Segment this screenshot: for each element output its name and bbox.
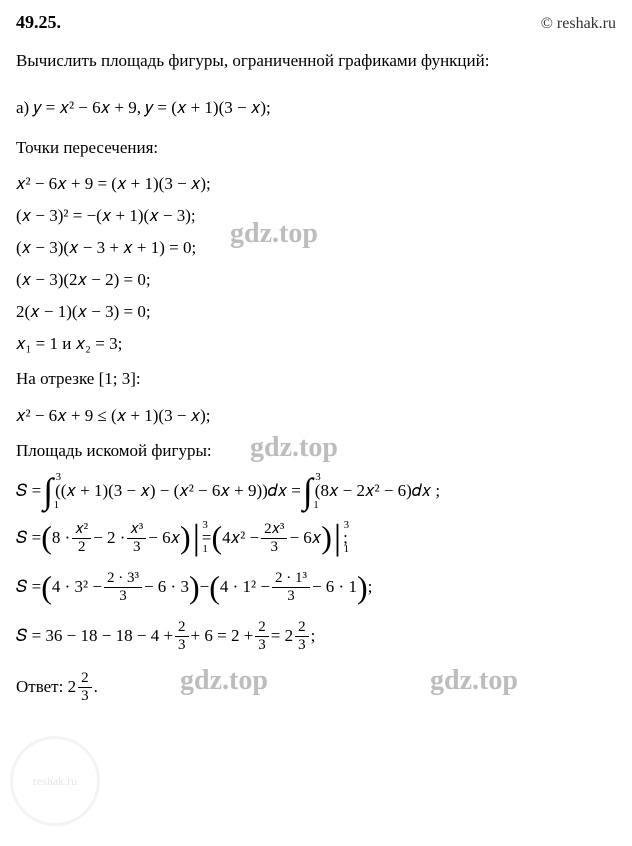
frac-23c: 2 3 (295, 619, 309, 654)
s2-minus: − 2 · (93, 528, 125, 548)
s2-minus6x2: − 6𝑥 (289, 528, 321, 548)
area-label: Площадь искомой фигуры: (16, 438, 616, 464)
copyright: © reshak.ru (541, 15, 616, 33)
eval-bar2: | 3 1 (334, 523, 341, 552)
task-text: Вычислить площадь фигуры, ограниченной г… (16, 51, 616, 71)
header: 49.25. © reshak.ru (16, 12, 616, 33)
answer-label: Ответ: 2 (16, 677, 76, 697)
s3-t3: 4 · 1² − (220, 577, 270, 597)
paren-close2: ) (321, 525, 332, 551)
s2-term1: 8 · (52, 528, 70, 548)
s-line-2: 𝑆 = ( 8 · 𝑥² 2 − 2 · 𝑥³ 3 − 6𝑥 ) | 3 1 =… (16, 520, 616, 556)
frac-2x3-3: 2𝑥³ 3 (261, 520, 287, 556)
roots: 𝑥₁ = 1 и 𝑥₂ = 3; (16, 334, 616, 354)
s-eq: 𝑆 = (16, 481, 41, 501)
part-a: a) 𝑦 = 𝑥² − 6𝑥 + 9, 𝑦 = (𝑥 + 1)(3 − 𝑥); (16, 95, 616, 121)
problem-number: 49.25. (16, 12, 61, 33)
paren-close: ) (180, 525, 191, 551)
frac-233: 2 · 3³ 3 (104, 570, 142, 605)
paren-close3: ) (189, 575, 200, 601)
frac-23b: 2 3 (255, 619, 269, 654)
paren-open2: ( (212, 525, 223, 551)
paren-open4: ( (209, 575, 220, 601)
eval-bar: | 3 1 (193, 523, 200, 552)
s4-mid1: + 6 = 2 + (191, 626, 254, 646)
integral-line-1: 𝑆 = ∫ 3 1 ((𝑥 + 1)(3 − 𝑥) − (𝑥² − 6𝑥 + 9… (16, 477, 616, 506)
eq3: (𝑥 − 3)(𝑥 − 3 + 𝑥 + 1) = 0; (16, 238, 616, 258)
inequality: 𝑥² − 6𝑥 + 9 ≤ (𝑥 + 1)(3 − 𝑥); (16, 406, 616, 426)
frac-answer: 2 3 (78, 670, 92, 705)
eq5: 2(𝑥 − 1)(𝑥 − 3) = 0; (16, 302, 616, 322)
circle-watermark: reshak.ru (10, 736, 100, 826)
s2-4x2: 4𝑥² − (222, 528, 259, 548)
intersection-label: Точки пересечения: (16, 135, 616, 161)
integrand-2: (8𝑥 − 2𝑥² − 6)𝑑𝑥 ; (315, 481, 440, 501)
s3-t2: − 6 · 3 (144, 577, 189, 597)
s4-mid2: = 2 (271, 626, 293, 646)
s3-minus: − (200, 577, 210, 597)
frac-x3-3: 𝑥³ 3 (127, 520, 146, 556)
s3-pre: 𝑆 = (16, 577, 41, 597)
s3-t4: − 6 · 1 (312, 577, 357, 597)
s2-pre: 𝑆 = (16, 528, 41, 548)
s2-minus6x: − 6𝑥 (148, 528, 180, 548)
answer-end: . (94, 677, 98, 697)
s3-end: ; (368, 577, 373, 597)
eq2: (𝑥 − 3)² = −(𝑥 + 1)(𝑥 − 3); (16, 206, 616, 226)
s-line-3: 𝑆 = ( 4 · 3² − 2 · 3³ 3 − 6 · 3 ) − ( 4 … (16, 570, 616, 605)
paren-close4: ) (357, 575, 368, 601)
paren-open: ( (41, 525, 52, 551)
frac-213: 2 · 1³ 3 (272, 570, 310, 605)
answer: Ответ: 2 2 3 . (16, 670, 616, 705)
frac-x2-2: 𝑥² 2 (72, 520, 91, 556)
s4-pre: 𝑆 = 36 − 18 − 18 − 4 + (16, 626, 173, 646)
integrand-1: ((𝑥 + 1)(3 − 𝑥) − (𝑥² − 6𝑥 + 9))𝑑𝑥 = (55, 481, 301, 501)
eq1: 𝑥² − 6𝑥 + 9 = (𝑥 + 1)(3 − 𝑥); (16, 174, 616, 194)
s4-end: ; (311, 626, 316, 646)
s3-t1: 4 · 3² − (52, 577, 102, 597)
integral-symbol-2: ∫ 3 1 (303, 477, 313, 506)
eq4: (𝑥 − 3)(2𝑥 − 2) = 0; (16, 270, 616, 290)
paren-open3: ( (41, 575, 52, 601)
segment-label: На отрезке [1; 3]: (16, 366, 616, 392)
circle-text: reshak.ru (33, 774, 77, 789)
frac-23a: 2 3 (175, 619, 189, 654)
s-line-4: 𝑆 = 36 − 18 − 18 − 4 + 2 3 + 6 = 2 + 2 3… (16, 619, 616, 654)
integral-symbol: ∫ 3 1 (43, 477, 53, 506)
